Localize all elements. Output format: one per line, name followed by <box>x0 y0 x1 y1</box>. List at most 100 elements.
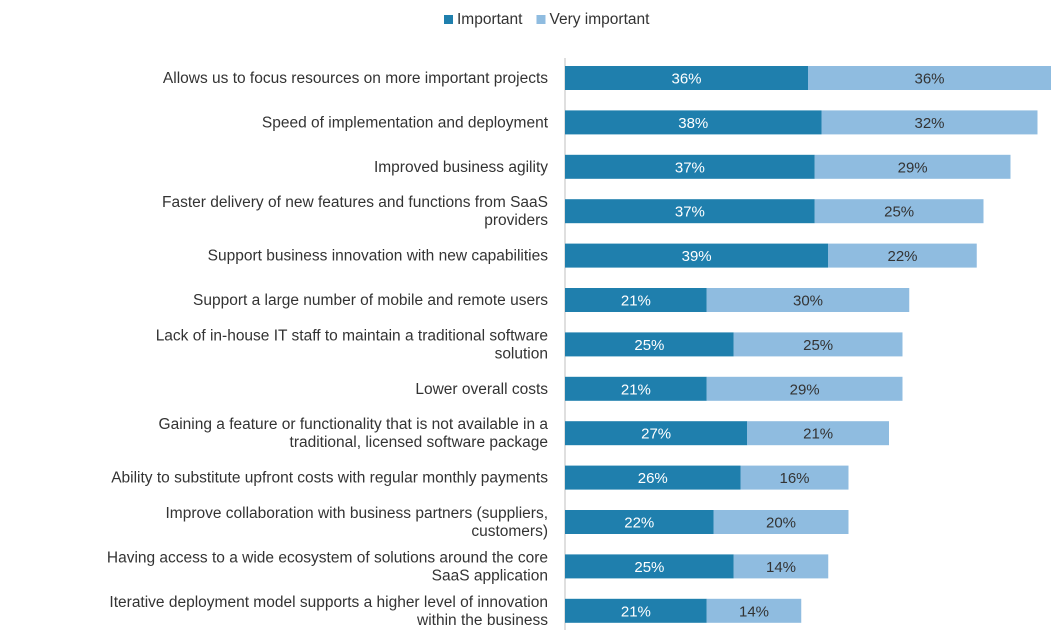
legend-label: Important <box>457 11 523 28</box>
category-label: Having access to a wide ecosystem of sol… <box>107 549 548 584</box>
bar-segment-very-important <box>747 421 889 446</box>
data-label: 36% <box>914 71 944 88</box>
data-label: 21% <box>621 293 651 310</box>
category-label-line: Allows us to focus resources on more imp… <box>163 70 548 87</box>
category-label: Improved business agility <box>374 159 548 176</box>
data-label: 16% <box>779 470 809 487</box>
data-label: 27% <box>641 426 671 443</box>
category-label-line: traditional, licensed software package <box>290 434 548 451</box>
data-label: 26% <box>638 470 668 487</box>
bar-segment-important <box>565 421 748 446</box>
bar-segment-very-important <box>821 110 1038 135</box>
category-label-line: Improve collaboration with business part… <box>165 505 548 522</box>
bar-row: Support business innovation with new cap… <box>208 243 977 268</box>
category-label-line: Ability to substitute upfront costs with… <box>111 470 548 487</box>
bar-segment-very-important <box>740 465 849 490</box>
category-label-line: customers) <box>471 523 548 540</box>
data-label: 21% <box>803 426 833 443</box>
data-label: 39% <box>682 248 712 265</box>
category-label: Improve collaboration with business part… <box>165 505 548 540</box>
bar-segment-very-important <box>733 332 903 357</box>
bar-segment-very-important <box>828 243 977 268</box>
bar-segment-very-important <box>814 199 984 224</box>
category-label-line: providers <box>484 212 548 229</box>
legend-swatch <box>444 15 453 24</box>
category-label: Lack of in-house IT staff to maintain a … <box>156 327 548 362</box>
bar-segment-important <box>565 110 822 135</box>
data-label: 25% <box>634 559 664 576</box>
bar-segment-very-important <box>706 376 903 401</box>
data-label: 20% <box>766 515 796 532</box>
legend-item: Important <box>444 11 523 28</box>
bar-segment-important <box>565 554 734 579</box>
data-label: 25% <box>884 204 914 221</box>
data-label: 25% <box>803 337 833 354</box>
legend: Important Very important <box>444 11 650 28</box>
bar-row: Lack of in-house IT staff to maintain a … <box>156 327 903 362</box>
bar-row: Gaining a feature or functionality that … <box>159 416 889 451</box>
data-label: 29% <box>790 381 820 398</box>
data-label: 21% <box>621 603 651 620</box>
bar-segment-important <box>565 154 815 179</box>
data-label: 22% <box>624 515 654 532</box>
bar-row: Iterative deployment model supports a hi… <box>109 594 802 629</box>
bar-segment-important <box>565 598 707 623</box>
bar-segment-important <box>565 66 808 90</box>
category-label-line: Improved business agility <box>374 159 548 176</box>
data-label: 14% <box>739 603 769 620</box>
category-label-line: Lower overall costs <box>415 381 548 398</box>
category-label-line: Support business innovation with new cap… <box>208 248 549 265</box>
bar-segment-very-important <box>706 598 802 623</box>
category-label: Ability to substitute upfront costs with… <box>111 470 548 487</box>
bar-row: Speed of implementation and deployment 38… <box>262 110 1038 135</box>
data-label: 21% <box>621 381 651 398</box>
bar-segment-important <box>565 376 707 401</box>
data-label: 37% <box>675 159 705 176</box>
bar-row: Having access to a wide ecosystem of sol… <box>107 549 829 584</box>
bar-row: Ability to substitute upfront costs with… <box>111 465 849 490</box>
category-label: Support a large number of mobile and rem… <box>193 292 548 309</box>
bar-segment-very-important <box>713 510 849 534</box>
data-label: 14% <box>766 559 796 576</box>
bar-segment-very-important <box>808 66 1051 90</box>
category-label: Lower overall costs <box>415 381 548 398</box>
category-label-line: Having access to a wide ecosystem of sol… <box>107 549 548 566</box>
bar-segment-very-important <box>814 154 1011 179</box>
bar-segment-important <box>565 288 707 312</box>
bar-row: Improve collaboration with business part… <box>165 505 849 540</box>
bar-segment-important <box>565 243 829 268</box>
category-label-line: Lack of in-house IT staff to maintain a … <box>156 327 548 344</box>
data-label: 22% <box>887 248 917 265</box>
data-label: 29% <box>898 159 928 176</box>
data-label: 37% <box>675 204 705 221</box>
category-label: Allows us to focus resources on more imp… <box>163 70 548 87</box>
legend-item: Very important <box>536 11 650 28</box>
category-label: Gaining a feature or functionality that … <box>159 416 549 451</box>
bar-row: Lower overall costs 21% 29% <box>415 376 903 401</box>
legend-label: Very important <box>549 11 650 28</box>
data-label: 30% <box>793 293 823 310</box>
data-label: 32% <box>914 115 944 132</box>
data-label: 36% <box>671 71 701 88</box>
data-label: 38% <box>678 115 708 132</box>
bar-segment-important <box>565 332 734 357</box>
bar-row: Support a large number of mobile and rem… <box>193 288 910 312</box>
bar-segment-important <box>565 510 714 534</box>
category-label: Iterative deployment model supports a hi… <box>109 594 548 629</box>
category-label-line: Iterative deployment model supports a hi… <box>109 594 548 611</box>
category-label: Support business innovation with new cap… <box>208 248 549 265</box>
category-label-line: SaaS application <box>432 567 548 584</box>
bar-row: Allows us to focus resources on more imp… <box>163 66 1051 90</box>
bar-row: Faster delivery of new features and func… <box>162 194 984 229</box>
category-label-line: Support a large number of mobile and rem… <box>193 292 548 309</box>
bar-segment-important <box>565 465 741 490</box>
legend-swatch <box>536 15 546 24</box>
category-label-line: within the business <box>416 612 548 629</box>
data-label: 25% <box>634 337 664 354</box>
category-label-line: solution <box>495 345 548 362</box>
category-label-line: Faster delivery of new features and func… <box>162 194 548 211</box>
bar-segment-very-important <box>733 554 829 579</box>
category-label: Faster delivery of new features and func… <box>162 194 548 229</box>
category-label-line: Gaining a feature or functionality that … <box>159 416 549 433</box>
category-label-line: Speed of implementation and deployment <box>262 114 549 131</box>
